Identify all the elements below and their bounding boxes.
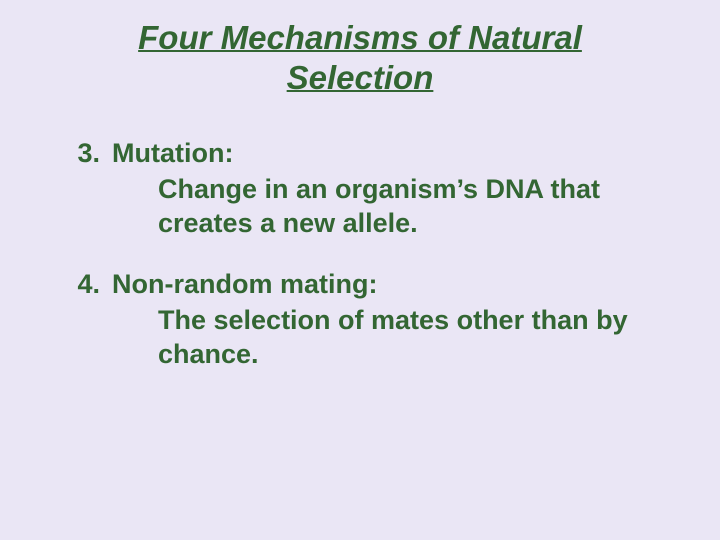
item-description: The selection of mates other than by cha… [158,304,638,372]
item-heading-row: 4. Non-random mating: [50,268,670,302]
item-heading-row: 3. Mutation: [50,137,670,171]
item-heading: Mutation: [112,137,670,171]
list-item: 3. Mutation: Change in an organism’s DNA… [50,137,670,240]
list-item: 4. Non-random mating: The selection of m… [50,268,670,371]
item-number: 3. [50,137,112,171]
slide-title: Four Mechanisms of Natural Selection [100,18,620,97]
item-heading: Non-random mating: [112,268,670,302]
item-number: 4. [50,268,112,302]
item-description: Change in an organism’s DNA that creates… [158,173,638,241]
